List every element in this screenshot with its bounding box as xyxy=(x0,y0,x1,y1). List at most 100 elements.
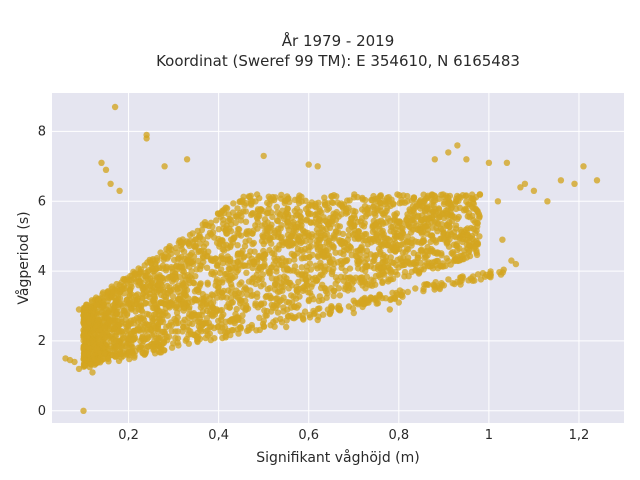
data-point xyxy=(135,265,142,272)
data-point xyxy=(281,215,288,222)
data-point xyxy=(385,215,392,222)
data-point xyxy=(315,240,322,247)
data-point xyxy=(335,213,342,220)
data-point xyxy=(143,310,151,318)
data-point xyxy=(366,282,374,289)
data-point xyxy=(445,243,453,250)
data-point xyxy=(339,230,347,238)
data-point xyxy=(283,323,290,331)
data-point xyxy=(167,302,174,309)
data-point xyxy=(200,248,208,255)
data-point xyxy=(226,258,234,265)
data-point xyxy=(267,195,274,202)
data-point xyxy=(344,281,351,288)
data-point xyxy=(212,255,219,262)
data-point xyxy=(327,235,334,242)
data-point xyxy=(256,314,263,321)
data-point xyxy=(379,220,387,227)
data-point xyxy=(189,230,196,237)
data-point xyxy=(183,156,191,163)
data-point xyxy=(133,327,140,334)
data-point xyxy=(253,293,261,301)
data-point xyxy=(425,281,432,288)
data-point xyxy=(251,248,258,255)
data-point xyxy=(91,356,99,363)
data-point xyxy=(83,301,91,308)
data-point xyxy=(233,315,240,322)
data-point xyxy=(257,300,265,307)
data-point xyxy=(313,210,320,217)
data-point xyxy=(338,264,345,272)
data-point xyxy=(248,324,256,331)
data-point xyxy=(410,249,417,257)
data-point xyxy=(354,253,361,261)
data-point xyxy=(89,337,96,344)
data-points xyxy=(62,103,601,414)
data-point xyxy=(161,328,168,336)
data-point xyxy=(62,355,69,362)
data-point xyxy=(449,280,456,287)
data-point xyxy=(151,272,158,280)
data-point xyxy=(227,289,235,296)
data-point xyxy=(463,156,470,163)
data-point xyxy=(124,335,131,342)
data-point xyxy=(143,135,150,142)
data-point xyxy=(273,277,280,284)
data-point xyxy=(192,236,200,243)
data-point xyxy=(232,264,239,271)
data-point xyxy=(313,277,320,285)
data-point xyxy=(384,204,391,212)
data-point xyxy=(328,303,335,310)
data-point xyxy=(443,192,450,199)
data-point xyxy=(101,350,108,357)
data-point xyxy=(446,223,453,231)
chart-title-line-1: År 1979 - 2019 xyxy=(282,31,395,50)
data-point xyxy=(223,225,230,232)
data-point xyxy=(322,247,330,254)
data-point xyxy=(305,289,312,296)
data-point xyxy=(302,271,309,278)
data-point xyxy=(417,197,424,204)
data-point xyxy=(397,219,405,227)
data-point xyxy=(423,230,431,237)
data-point xyxy=(431,192,438,199)
y-tick-label: 8 xyxy=(38,124,46,139)
data-point xyxy=(332,280,339,287)
data-point xyxy=(334,304,341,311)
data-point xyxy=(485,159,493,166)
data-point xyxy=(151,295,158,302)
data-point xyxy=(272,295,279,302)
data-point xyxy=(71,358,78,366)
x-tick-label: 0,8 xyxy=(388,428,409,443)
data-point xyxy=(218,253,225,260)
data-point xyxy=(571,180,578,187)
data-point xyxy=(361,278,368,285)
data-point xyxy=(97,354,104,362)
data-point xyxy=(166,287,174,294)
data-point xyxy=(213,217,220,224)
data-point xyxy=(332,228,339,235)
data-point xyxy=(202,240,210,247)
grid-lines xyxy=(52,93,624,423)
data-point xyxy=(260,251,268,258)
data-point xyxy=(188,268,195,275)
data-point xyxy=(201,219,209,226)
data-point xyxy=(215,210,222,217)
data-point xyxy=(404,198,411,205)
data-point xyxy=(161,163,168,170)
data-point xyxy=(197,324,204,331)
data-point xyxy=(154,280,162,287)
data-point xyxy=(395,299,402,306)
data-point xyxy=(254,206,262,213)
data-point xyxy=(370,277,377,285)
data-point xyxy=(230,200,237,207)
data-point xyxy=(462,226,469,233)
data-point xyxy=(218,306,225,314)
data-point xyxy=(107,180,114,187)
data-point xyxy=(192,243,199,250)
data-point xyxy=(373,219,380,227)
data-point xyxy=(372,251,380,259)
data-point xyxy=(105,309,112,317)
data-point xyxy=(274,302,281,309)
data-point xyxy=(317,271,324,278)
